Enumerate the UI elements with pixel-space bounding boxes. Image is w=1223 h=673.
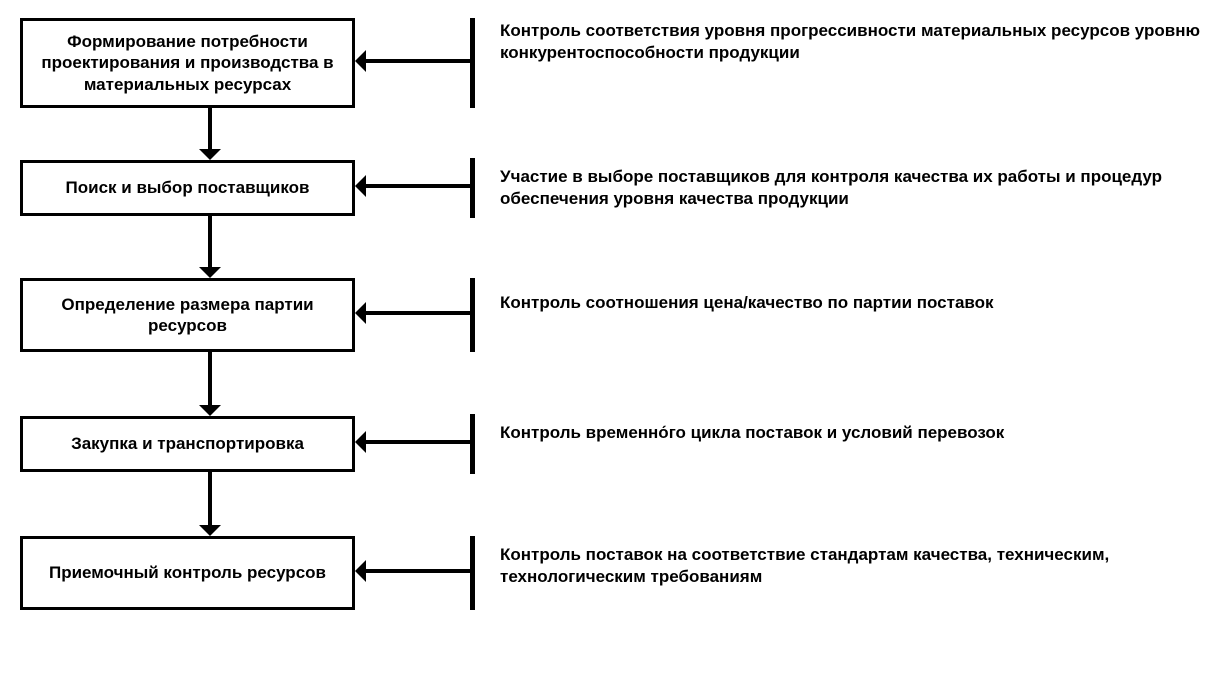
annotation-a2: Участие в выборе поставщиков для контрол… [500, 166, 1220, 210]
side-arrow-bar-s5 [470, 536, 475, 610]
side-arrow-line-s5 [366, 569, 470, 573]
flow-node-n1: Формирование потребности проектирования … [20, 18, 355, 108]
down-arrow-line-d1 [208, 108, 212, 149]
flowchart-canvas: Формирование потребности проектирования … [0, 0, 1223, 673]
down-arrow-head-d2 [199, 267, 221, 278]
side-arrow-head-s5 [355, 560, 366, 582]
side-arrow-line-s2 [366, 184, 470, 188]
down-arrow-head-d4 [199, 525, 221, 536]
side-arrow-line-s3 [366, 311, 470, 315]
side-arrow-head-s1 [355, 50, 366, 72]
down-arrow-line-d4 [208, 472, 212, 525]
side-arrow-head-s4 [355, 431, 366, 453]
annotation-a3: Контроль соотношения цена/качество по па… [500, 292, 1220, 314]
flow-node-label: Поиск и выбор поставщиков [66, 177, 310, 198]
flow-node-n5: Приемочный контроль ресурсов [20, 536, 355, 610]
flow-node-label: Закупка и транспортировка [71, 433, 304, 454]
side-arrow-bar-s1 [470, 18, 475, 108]
side-arrow-bar-s3 [470, 278, 475, 352]
side-arrow-line-s1 [366, 59, 470, 63]
down-arrow-line-d2 [208, 216, 212, 267]
flow-node-n4: Закупка и транспортировка [20, 416, 355, 472]
side-arrow-line-s4 [366, 440, 470, 444]
down-arrow-head-d3 [199, 405, 221, 416]
side-arrow-bar-s2 [470, 158, 475, 218]
down-arrow-line-d3 [208, 352, 212, 405]
annotation-a1: Контроль соответствия уровня прогрессивн… [500, 20, 1220, 64]
side-arrow-head-s2 [355, 175, 366, 197]
annotation-a5: Контроль поставок на соответствие станда… [500, 544, 1220, 588]
flow-node-n3: Определение размера партии ресурсов [20, 278, 355, 352]
flow-node-label: Определение размера партии ресурсов [33, 294, 342, 337]
annotation-a4: Контроль временно́го цикла поставок и ус… [500, 422, 1220, 444]
side-arrow-head-s3 [355, 302, 366, 324]
flow-node-n2: Поиск и выбор поставщиков [20, 160, 355, 216]
flow-node-label: Формирование потребности проектирования … [33, 31, 342, 95]
down-arrow-head-d1 [199, 149, 221, 160]
flow-node-label: Приемочный контроль ресурсов [49, 562, 326, 583]
side-arrow-bar-s4 [470, 414, 475, 474]
